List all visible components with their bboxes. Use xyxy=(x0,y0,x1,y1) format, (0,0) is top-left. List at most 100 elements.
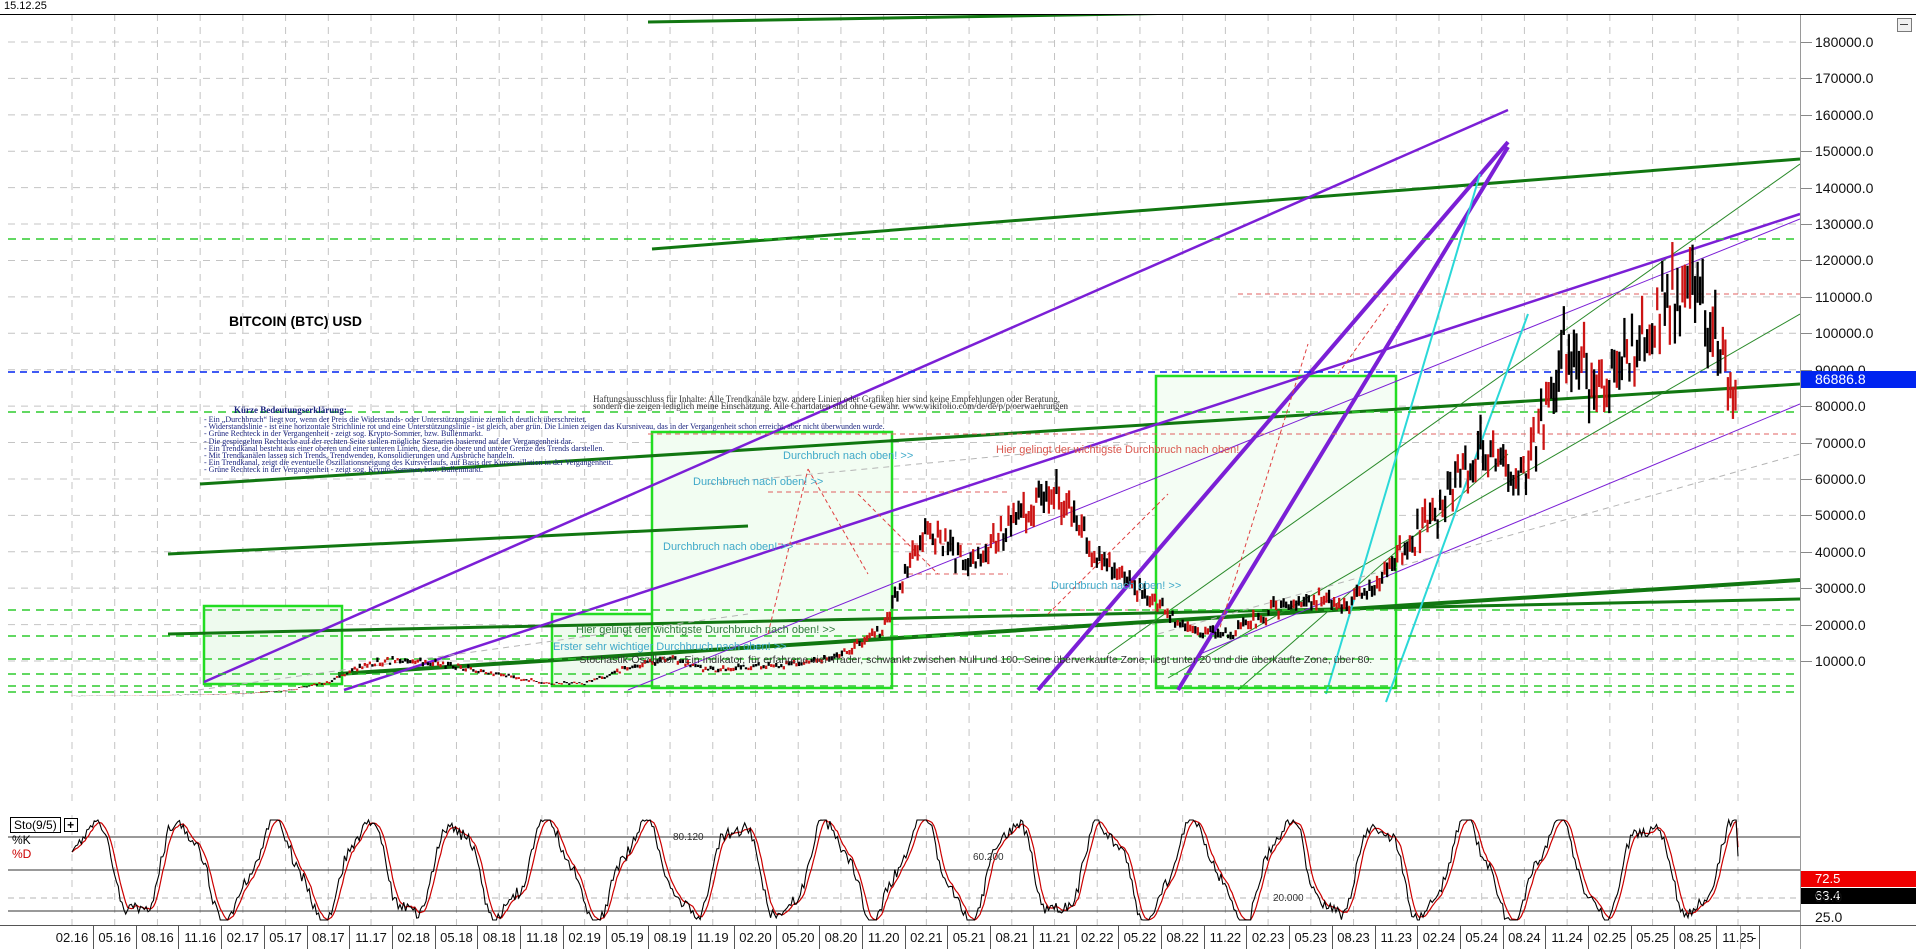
price-series xyxy=(70,242,1737,697)
date-axis-tick-label: 11.18 xyxy=(526,930,558,945)
annotation-durchbruch-3: Durchbruch nach oben! >> xyxy=(783,450,914,462)
price-axis-tick-label: 80000.0 xyxy=(1815,398,1866,415)
date-axis-tick-label: 08.18 xyxy=(482,930,516,945)
price-axis-tick-mark xyxy=(1801,551,1812,553)
date-axis-tick-label: 11.20 xyxy=(867,930,900,945)
date-axis-separator xyxy=(861,926,863,949)
price-axis-tick-mark xyxy=(1801,260,1812,262)
trend-channel-green xyxy=(167,14,1800,676)
legend-line: - Die gespiegelten Rechtecke auf der rec… xyxy=(204,436,573,446)
date-axis-tick-label: 05.23 xyxy=(1294,930,1328,945)
date-axis-tick-label: 08.20 xyxy=(824,930,858,945)
date-axis-tick-label: 05.17 xyxy=(269,930,302,945)
price-axis-tick-mark xyxy=(1801,151,1812,153)
price-axis-tick-label: 10000.0 xyxy=(1815,653,1866,669)
date-axis-tick-label: 08.19 xyxy=(653,930,687,945)
minimize-icon[interactable] xyxy=(1897,18,1912,32)
price-axis-tick-mark xyxy=(1801,588,1812,590)
date-axis-separator xyxy=(1032,926,1034,949)
date-axis-separator xyxy=(221,926,223,949)
price-axis-tick-mark xyxy=(1801,187,1812,189)
date-axis-tick-label: 08.16 xyxy=(141,930,174,945)
date-axis-separator xyxy=(306,926,308,949)
annotation-durchbruch-4: Durchbruch nach oben! >> xyxy=(1051,580,1182,592)
legend-line: - Grüne Rechteck in der Vergangenheit - … xyxy=(204,465,484,475)
date-axis-separator xyxy=(434,926,436,949)
legend-line: - Grüne Rechteck in der Vergangenheit - … xyxy=(204,429,484,439)
support-lines xyxy=(8,238,1800,693)
date-axis-tick-label: 02.18 xyxy=(397,930,431,945)
legend-line: - Ein Trendkanal besteht aus einer obere… xyxy=(204,443,605,453)
disclaimer-line-2: sondern die zeigen lediglich meine Einsc… xyxy=(593,401,1069,411)
date-axis-separator xyxy=(1588,926,1590,949)
annotation-wichtigster-durchbruch-2: Hier gelingt der wichtigste Durchbruch n… xyxy=(996,444,1240,456)
date-axis-tick-label: 02.19 xyxy=(568,930,601,945)
page-title: BITCOIN (BTC) USD xyxy=(229,313,362,329)
date-axis-separator xyxy=(947,926,949,949)
annotation-durchbruch-1: Durchbruch nach oben! >> xyxy=(663,541,794,553)
date-axis-tick-label: 08.22 xyxy=(1166,930,1199,945)
stochastic-svg xyxy=(8,815,1800,925)
price-axis-tick-label: 70000.0 xyxy=(1815,434,1866,451)
price-axis-tick-mark xyxy=(1801,42,1812,43)
current-date-label: 15.12.25 xyxy=(4,0,47,12)
price-axis-tick-mark xyxy=(1801,406,1812,408)
annotation-wichtigster-durchbruch-1: Hier gelingt der wichtigste Durchbruch n… xyxy=(576,624,836,636)
date-axis-tick-label: 11.21 xyxy=(1038,930,1071,945)
price-axis[interactable]: 180000.0 170000.0 160000.0 150000.0 140000.0… xyxy=(1800,14,1916,925)
price-axis-tick-mark xyxy=(1801,333,1812,335)
date-axis-tick-label: 02.20 xyxy=(739,930,772,945)
legend-line: - Ein Trendkanal, zeigt die eventuelle O… xyxy=(204,458,613,468)
date-axis[interactable]: 02.16 05.16 08.16 11.16 02.17 05.17 08.17 11.17… xyxy=(0,925,1916,949)
price-axis-tick-label: 110000.0 xyxy=(1815,288,1873,305)
date-axis-separator xyxy=(562,926,564,949)
date-axis-separator xyxy=(1716,926,1718,949)
price-axis-tick-mark xyxy=(1801,442,1812,444)
legend-explanation-block: Kürze Bedeutungserklärung: - Ein „Durchb… xyxy=(204,405,885,474)
date-axis-separator xyxy=(648,926,650,949)
price-axis-tick-label: 150000.0 xyxy=(1815,143,1874,160)
price-axis-tick-label: 130000.0 xyxy=(1815,216,1874,233)
date-axis-separator xyxy=(178,926,180,949)
date-axis-tick-label: 08.23 xyxy=(1337,930,1370,945)
date-axis-tick-label: 11.17 xyxy=(355,930,387,945)
stochastic-d-path xyxy=(71,819,1739,921)
date-axis-tick-label: 11.24 xyxy=(1551,930,1583,945)
price-axis-tick-label: 50000.0 xyxy=(1815,507,1866,524)
date-axis-tick-label: 05.22 xyxy=(1123,930,1157,945)
price-axis-tick-label: 120000.0 xyxy=(1815,252,1874,269)
stochastic-indicator-panel[interactable]: Sto(9/5) + %K %D 80.120 60.200 20.000 xyxy=(8,815,1800,925)
stochastik-note: - Stochastik-Oszillator - Ein Indikator,… xyxy=(573,654,1373,666)
date-axis-separator xyxy=(1759,926,1760,949)
annotation-erster-durchbruch: Erster sehr wichtiger Durchbruch nach ob… xyxy=(553,641,787,653)
date-axis-tick-label: 05.21 xyxy=(952,930,986,945)
legend-line: - Mit Trendkanälen lassen sich Trends, T… xyxy=(204,451,515,461)
price-axis-tick-mark xyxy=(1801,369,1812,371)
date-axis-separator xyxy=(1502,926,1504,949)
legend-line: - Ein „Durchbruch“ liegt vor, wenn der P… xyxy=(204,415,587,424)
date-axis-tick-label: 05.19 xyxy=(611,930,644,945)
top-date-bar: 15.12.25 xyxy=(0,0,1916,15)
price-chart-panel[interactable]: BITCOIN (BTC) USD Haftungsausschluss für… xyxy=(8,14,1800,802)
date-axis-separator xyxy=(904,926,906,949)
price-axis-tick-mark xyxy=(1801,114,1812,116)
date-axis-tick-label: 05.25 xyxy=(1636,930,1669,945)
indicator-inline-label-20: 20.000 xyxy=(1273,893,1304,904)
price-axis-tick-label: 40000.0 xyxy=(1815,543,1866,560)
add-indicator-button[interactable]: + xyxy=(63,818,78,832)
date-axis-separator xyxy=(1289,926,1291,949)
date-axis-separator xyxy=(1545,926,1547,949)
indicator-tag[interactable]: Sto(9/5) + xyxy=(10,817,78,833)
price-axis-tick-mark xyxy=(1801,78,1812,80)
indicator-series-k-label: %K xyxy=(12,833,31,847)
indicator-series-d-label: %D xyxy=(12,847,32,861)
date-axis-separator xyxy=(691,926,693,949)
date-axis-separator xyxy=(819,926,821,949)
annotation-durchbruch-2: Durchbruch nach oben! >> xyxy=(693,476,824,488)
trend-channel-cyan xyxy=(1325,173,1529,703)
date-axis-tick-label: 11.25 xyxy=(1722,930,1754,945)
date-axis-separator xyxy=(733,926,735,949)
date-axis-separator xyxy=(477,926,479,949)
price-axis-tick-label: 100000.0 xyxy=(1815,325,1874,342)
